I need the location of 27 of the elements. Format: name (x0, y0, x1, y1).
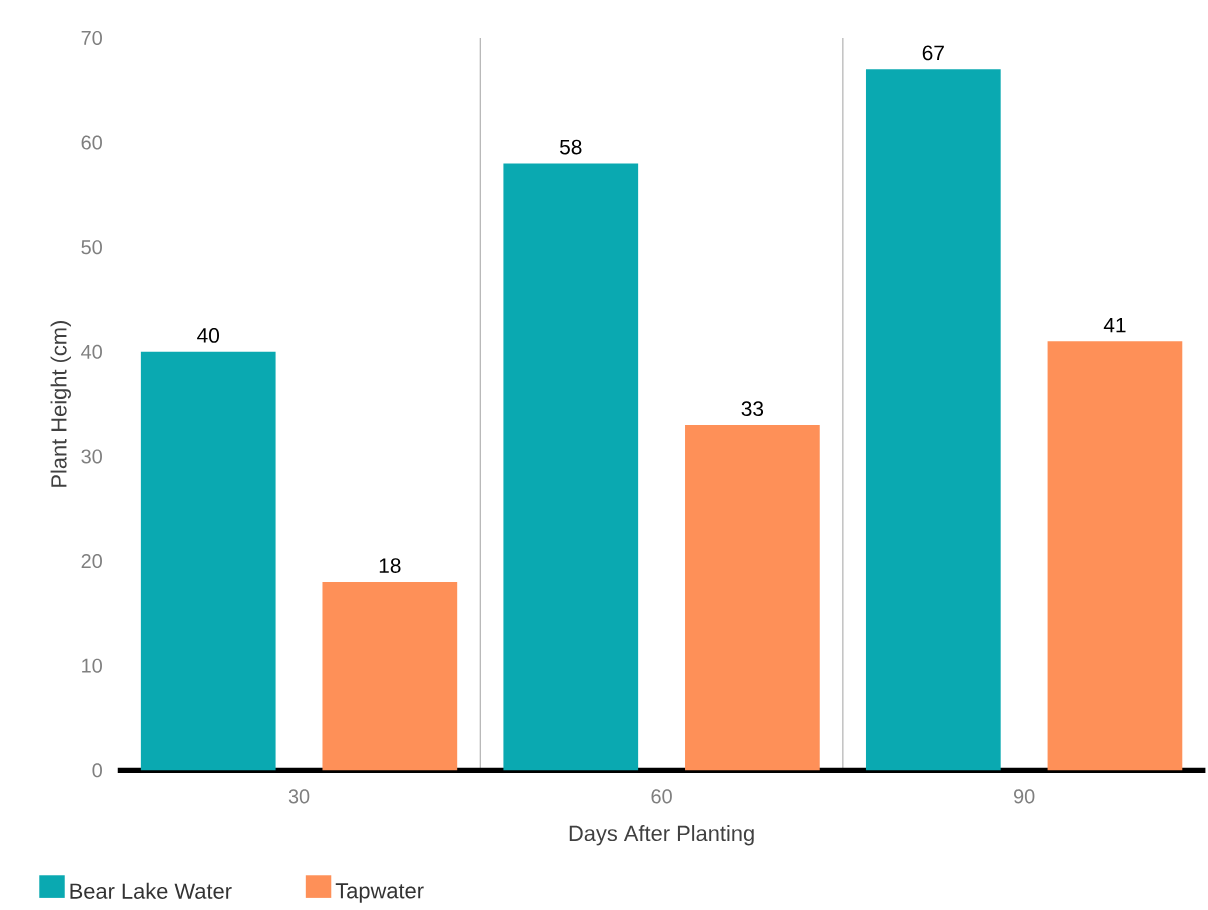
data-label: 41 (1103, 318, 1126, 333)
data-label: 18 (379, 558, 401, 574)
x-axis-title: Days After Planting (569, 825, 754, 846)
data-label: 40 (197, 328, 220, 343)
y-tick-label: 30 (81, 449, 102, 464)
y-tick-label: 0 (92, 763, 102, 778)
legend-label: Tapwater (335, 883, 424, 903)
x-tick-label: 60 (651, 789, 672, 804)
bar (685, 425, 820, 771)
y-axis-title: Plant Height (cm) (50, 321, 71, 487)
y-tick-label: 50 (81, 240, 102, 255)
y-tick-label: 20 (81, 554, 102, 569)
bar (503, 163, 639, 771)
bar (322, 582, 458, 771)
bar (865, 69, 1001, 771)
y-tick-label: 70 (81, 31, 102, 46)
y-tick-label: 40 (81, 344, 102, 360)
x-tick-label: 90 (1014, 789, 1035, 804)
legend-label: Bear Lake Water (70, 883, 232, 900)
data-label: 58 (560, 139, 582, 155)
y-tick-label: 60 (81, 135, 102, 150)
data-label: 67 (922, 45, 944, 61)
y-tick-label: 10 (82, 658, 102, 673)
x-tick-label: 30 (288, 789, 310, 804)
data-label: 33 (741, 401, 764, 417)
bar (140, 352, 276, 771)
bar (1047, 341, 1183, 771)
